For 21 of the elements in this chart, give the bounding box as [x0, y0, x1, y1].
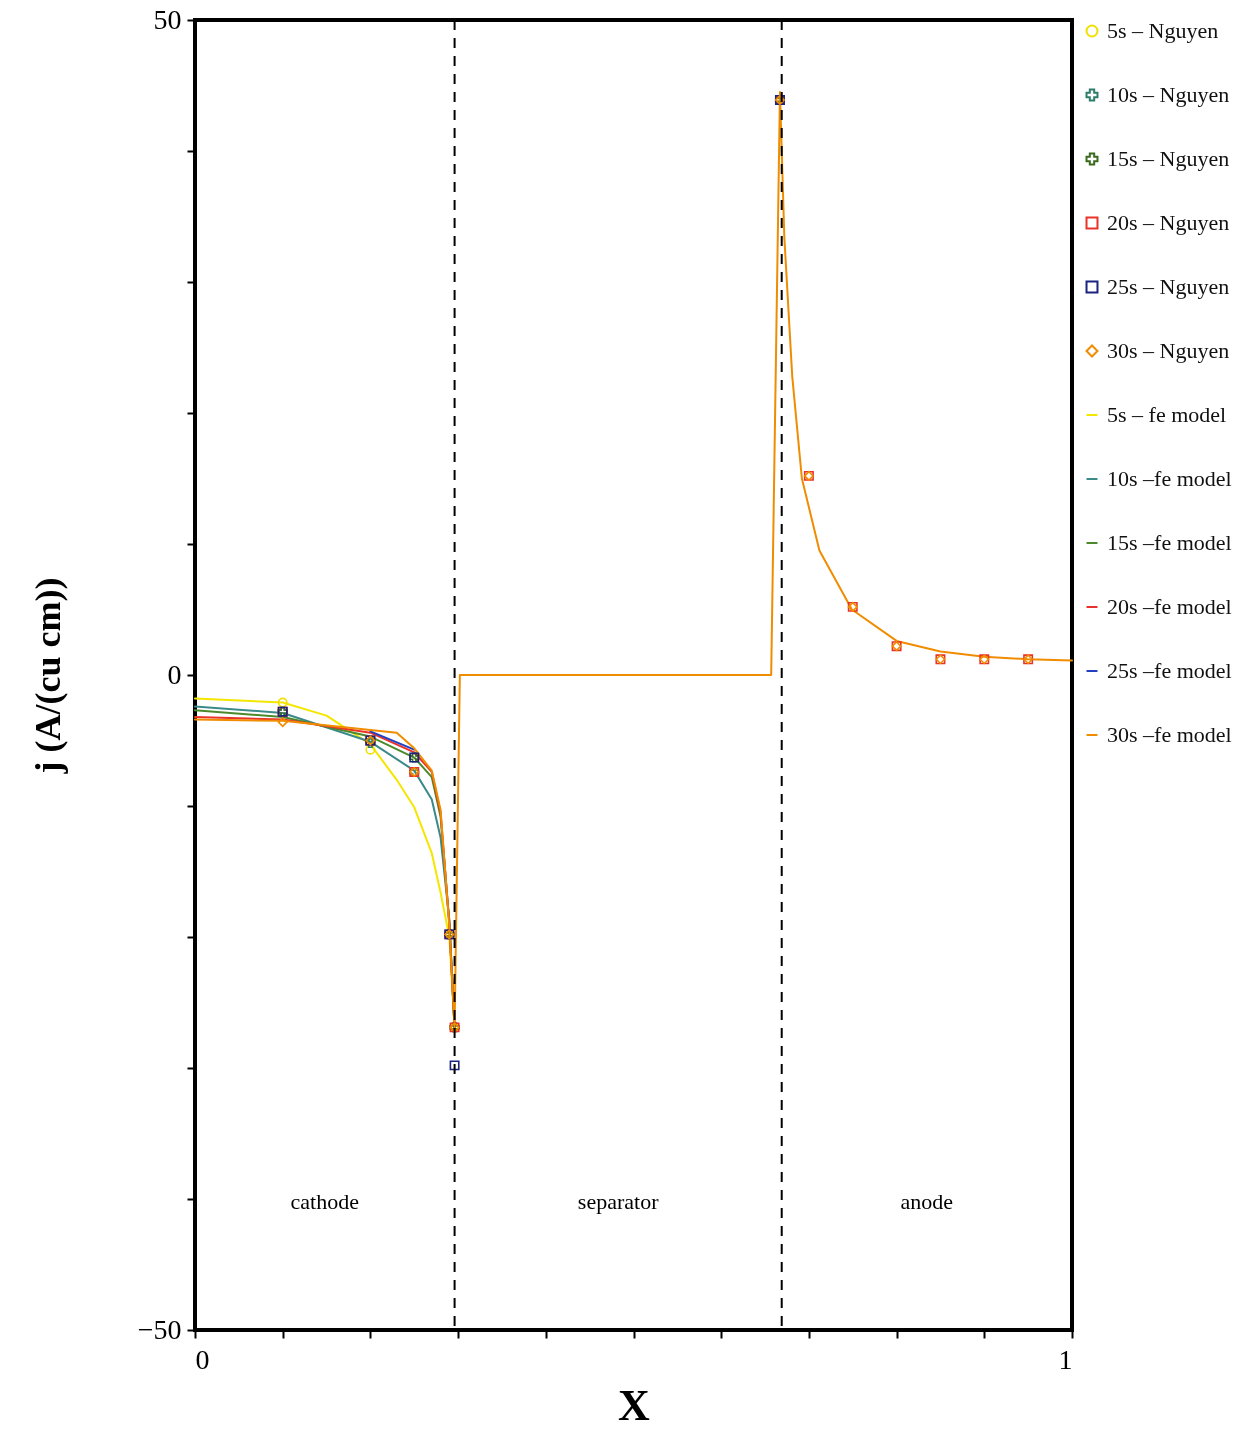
- legend-label: 15s –fe model: [1107, 530, 1232, 555]
- legend-label: 25s – Nguyen: [1107, 274, 1230, 299]
- annotation: cathode: [290, 1189, 359, 1214]
- x-axis-title: X: [618, 1380, 651, 1430]
- y-axis-title: j (A/(cu cm)): [27, 577, 68, 775]
- legend-label: 25s –fe model: [1107, 658, 1232, 683]
- x-tick-label: 1: [1058, 1343, 1073, 1375]
- legend-label: 5s – Nguyen: [1107, 18, 1219, 43]
- annotation: separator: [577, 1189, 660, 1214]
- legend-label: 20s – Nguyen: [1107, 210, 1230, 235]
- legend-label: 5s – fe model: [1107, 402, 1227, 427]
- legend-label: 30s –fe model: [1107, 722, 1232, 747]
- legend-label: 10s – Nguyen: [1107, 82, 1230, 107]
- y-tick-label: 50: [153, 3, 182, 35]
- legend-label: 20s –fe model: [1107, 594, 1232, 619]
- legend-label: 10s –fe model: [1107, 466, 1232, 491]
- y-tick-label: −50: [137, 1313, 182, 1345]
- y-tick-label: 0: [167, 658, 182, 690]
- legend-label: 15s – Nguyen: [1107, 146, 1230, 171]
- legend-label: 30s – Nguyen: [1107, 338, 1230, 363]
- annotation: anode: [900, 1189, 954, 1214]
